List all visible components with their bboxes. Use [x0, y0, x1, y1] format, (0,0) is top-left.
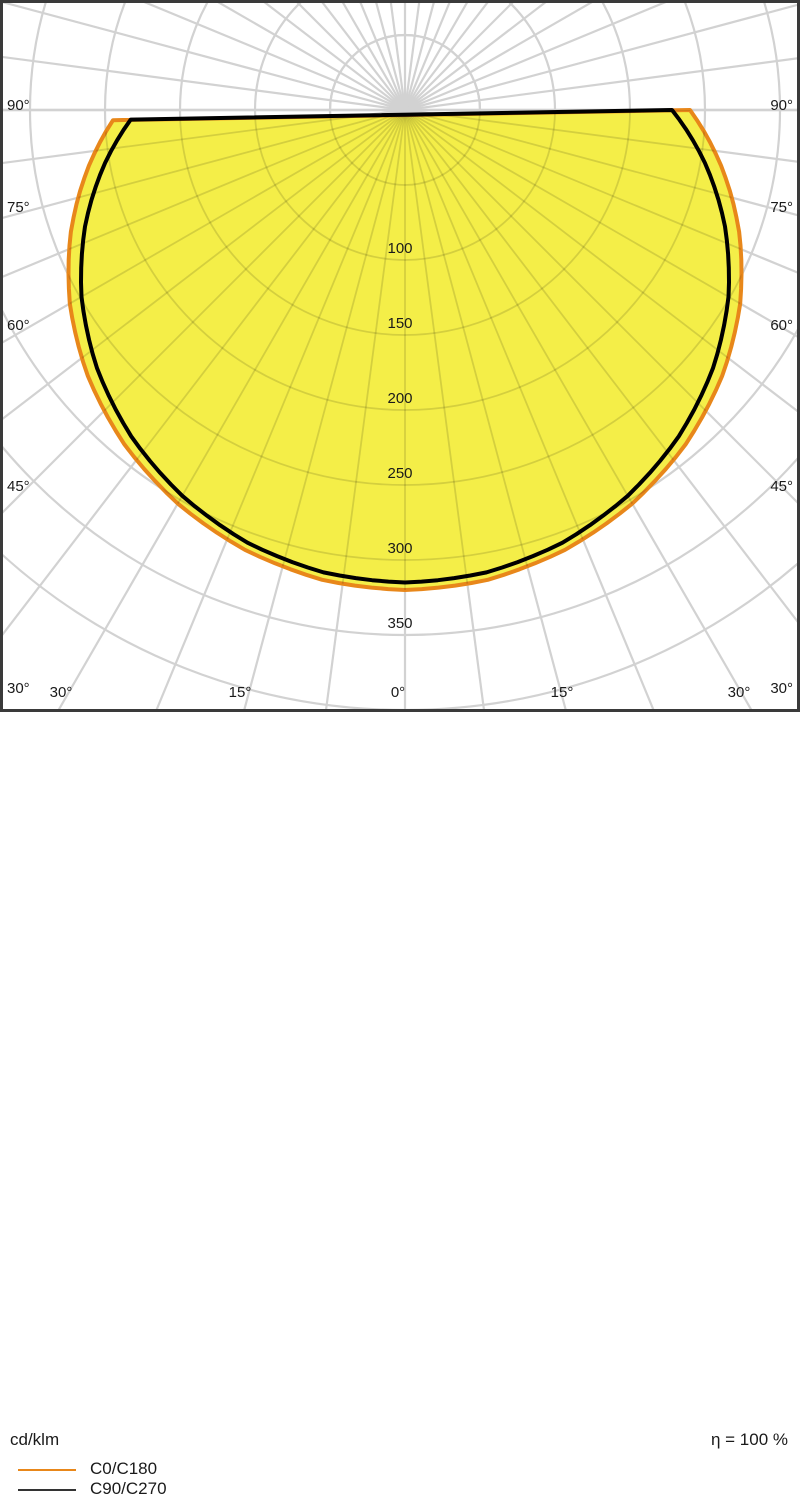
legend-label-c90-c270: C90/C270 — [90, 1479, 167, 1498]
legend-item-c0-c180: C0/C180 — [10, 1459, 330, 1480]
ring-label-150: 150 — [387, 315, 412, 332]
angle-label-bottom-15°: 15° — [551, 684, 574, 701]
legend-swatch-c90-c270 — [18, 1489, 76, 1491]
axis-labels: 100 150 200 250 300 350 90° 75° 60° 45° 30° 90° 75° 6… — [7, 97, 793, 701]
grid-overlay — [68, 110, 742, 590]
ring-label-200: 200 — [387, 390, 412, 407]
polar-grid-and-curves: 100 150 200 250 300 350 90° 75° 60° 45° 30° 90° 75° 6… — [3, 3, 797, 709]
angle-label-right-60°: 60° — [770, 317, 793, 334]
distribution-curves — [66, 108, 744, 592]
angle-label-left-75°: 75° — [7, 199, 30, 216]
angle-label-right-30°: 30° — [770, 680, 793, 697]
ring-label-100: 100 — [387, 240, 412, 257]
legend-swatch-c0-c180 — [18, 1469, 76, 1471]
angle-label-right-45°: 45° — [770, 478, 793, 495]
angle-label-left-60°: 60° — [7, 317, 30, 334]
efficiency-label: η = 100 % — [710, 1430, 788, 1449]
angle-label-left-45°: 45° — [7, 478, 30, 495]
angle-label-bottom-30: 30° — [50, 684, 73, 701]
angle-label-bottom-15°: 15° — [229, 684, 252, 701]
chart-footer: cd/klm η = 100 % C0/C180 C90/C270 — [0, 712, 800, 1498]
angle-label-bottom-30: 30° — [728, 684, 751, 701]
angle-label-right-75°: 75° — [770, 199, 793, 216]
angle-label-bottom-0°: 0° — [391, 684, 405, 701]
angle-label-left-90°: 90° — [7, 97, 30, 114]
ring-label-350: 350 — [387, 615, 412, 632]
angle-label-left-30°: 30° — [7, 680, 30, 697]
legend-item-c90-c270: C90/C270 — [10, 1479, 330, 1500]
plot-area: 100 150 200 250 300 350 90° 75° 60° 45° 30° 90° 75° 6… — [0, 0, 800, 712]
legend-label-c0-c180: C0/C180 — [90, 1459, 158, 1478]
angle-label-right-90°: 90° — [770, 97, 793, 114]
ring-label-250: 250 — [387, 465, 412, 482]
unit-label: cd/klm — [10, 1430, 60, 1449]
legend: C0/C180 C90/C270 — [10, 1459, 330, 1500]
ring-label-300: 300 — [387, 540, 412, 557]
